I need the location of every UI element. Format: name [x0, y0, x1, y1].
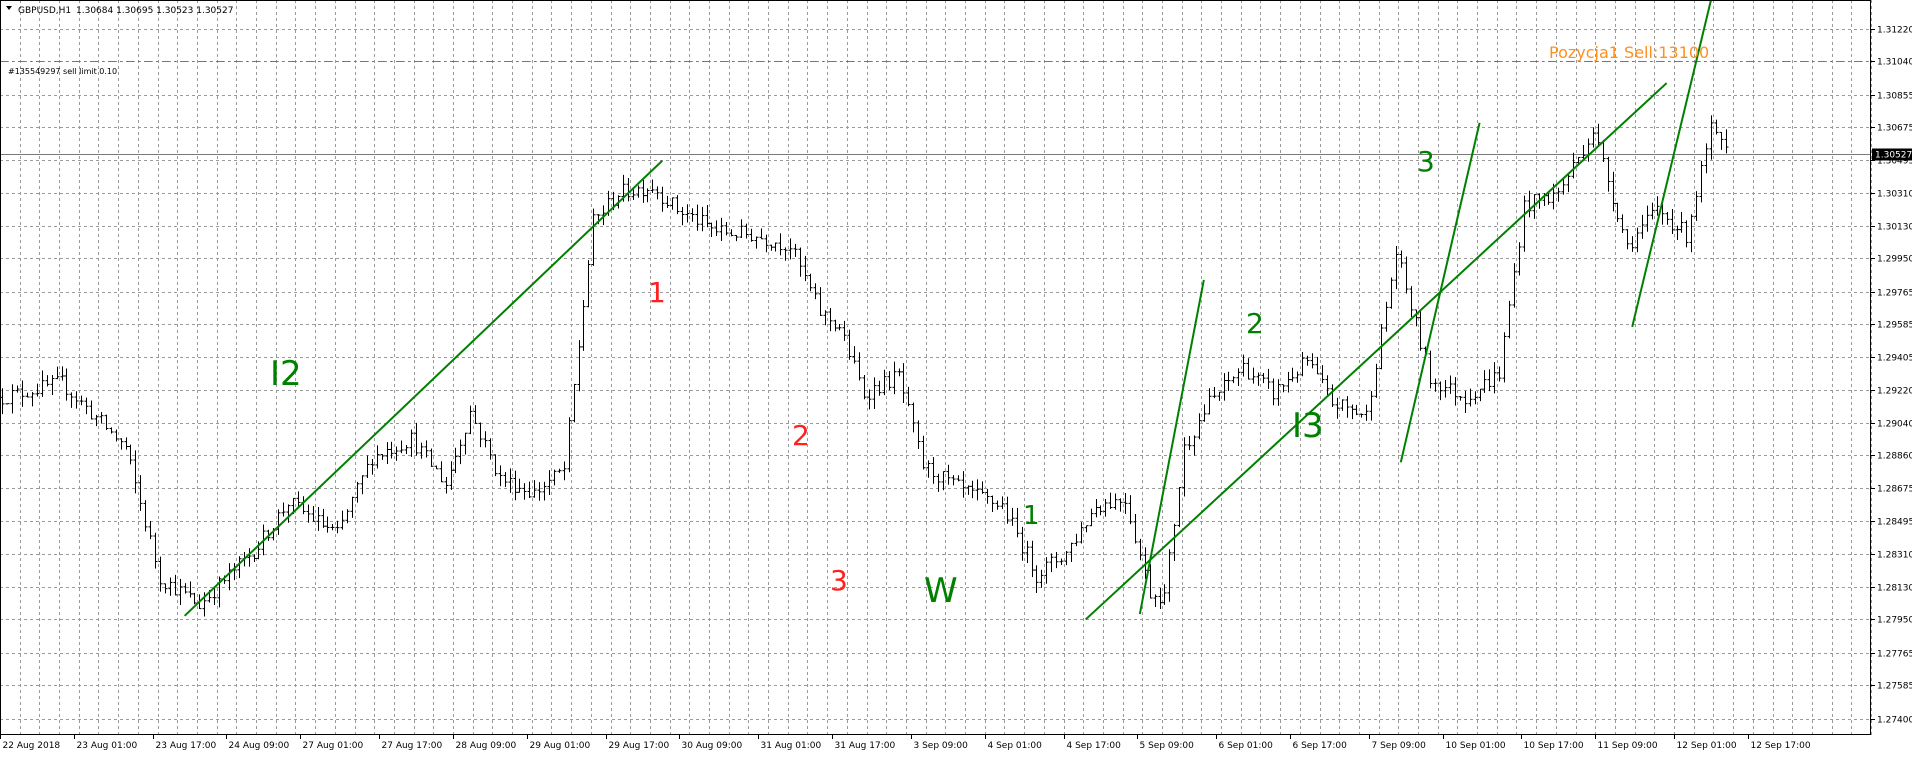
y-tick-label: 1.30675	[1877, 124, 1912, 134]
x-tick-label: 23 Aug 17:00	[156, 741, 217, 751]
red-label-3: 3	[830, 564, 848, 597]
x-tick-label: 6 Sep 17:00	[1293, 741, 1348, 751]
x-tick-label: 4 Sep 17:00	[1067, 741, 1122, 751]
y-tick-label: 1.30310	[1877, 190, 1912, 200]
x-tick-label: 31 Aug 17:00	[835, 741, 896, 751]
red-label-1: 1	[648, 276, 666, 309]
x-tick-label: 5 Sep 09:00	[1140, 741, 1195, 751]
y-tick-label: 1.29585	[1877, 321, 1912, 331]
y-tick-label: 1.29220	[1877, 387, 1912, 397]
label-w: W	[924, 571, 958, 611]
x-tick-label: 11 Sep 09:00	[1598, 741, 1658, 751]
x-tick-label: 3 Sep 09:00	[914, 741, 969, 751]
y-tick-label: 1.27585	[1877, 682, 1912, 692]
x-tick-label: 29 Aug 01:00	[530, 741, 591, 751]
y-tick-label: 1.29405	[1877, 354, 1912, 364]
x-tick-label: 22 Aug 2018	[3, 741, 61, 751]
x-tick-label: 27 Aug 01:00	[303, 741, 364, 751]
green-label-1: 1	[1023, 501, 1040, 531]
x-tick-label: 4 Sep 01:00	[988, 741, 1043, 751]
y-tick-label: 1.28495	[1877, 518, 1912, 528]
x-tick-label: 31 Aug 01:00	[761, 741, 822, 751]
current-price-tag-label: 1.30527	[1875, 151, 1912, 161]
y-tick-label: 1.28675	[1877, 485, 1912, 495]
y-tick-label: 1.31220	[1877, 26, 1912, 36]
y-tick-label: 1.29765	[1877, 289, 1912, 299]
x-tick-label: 24 Aug 09:00	[229, 741, 290, 751]
position-note: Pozycja1 Sell:13100	[1549, 43, 1709, 62]
order-line-label: #135549297 sell limit 0.10	[8, 67, 117, 76]
y-tick-label: 1.30130	[1877, 223, 1912, 233]
y-tick-label: 1.28310	[1877, 551, 1912, 561]
x-tick-label: 10 Sep 01:00	[1446, 741, 1506, 751]
wave-label-i2: I2	[270, 354, 302, 394]
x-tick-label: 29 Aug 17:00	[609, 741, 670, 751]
green-label-3: 3	[1417, 145, 1435, 178]
red-label-2: 2	[792, 419, 810, 452]
y-tick-label: 1.31040	[1877, 58, 1912, 68]
x-tick-label: 6 Sep 01:00	[1219, 741, 1274, 751]
green-label-2: 2	[1246, 307, 1264, 340]
y-tick-label: 1.27950	[1877, 616, 1912, 626]
x-tick-label: 30 Aug 09:00	[682, 741, 743, 751]
x-tick-label: 23 Aug 01:00	[77, 741, 138, 751]
x-tick-label: 28 Aug 09:00	[456, 741, 517, 751]
y-tick-label: 1.29040	[1877, 420, 1912, 430]
symbol-label: GBPUSD,H1	[18, 6, 71, 16]
wave-label-i3: I3	[1292, 406, 1324, 446]
x-tick-label: 12 Sep 01:00	[1677, 741, 1737, 751]
y-tick-label: 1.28130	[1877, 584, 1912, 594]
y-tick-label: 1.27765	[1877, 650, 1912, 660]
y-tick-label: 1.29950	[1877, 255, 1912, 265]
x-tick-label: 27 Aug 17:00	[382, 741, 443, 751]
y-tick-label: 1.28860	[1877, 452, 1912, 462]
x-tick-label: 12 Sep 17:00	[1751, 741, 1811, 751]
ohlc-label: 1.30684 1.30695 1.30523 1.30527	[76, 6, 233, 16]
x-tick-label: 7 Sep 09:00	[1372, 741, 1427, 751]
y-tick-label: 1.30855	[1877, 92, 1912, 102]
y-tick-label: 1.27400	[1877, 716, 1912, 726]
x-tick-label: 10 Sep 17:00	[1524, 741, 1584, 751]
